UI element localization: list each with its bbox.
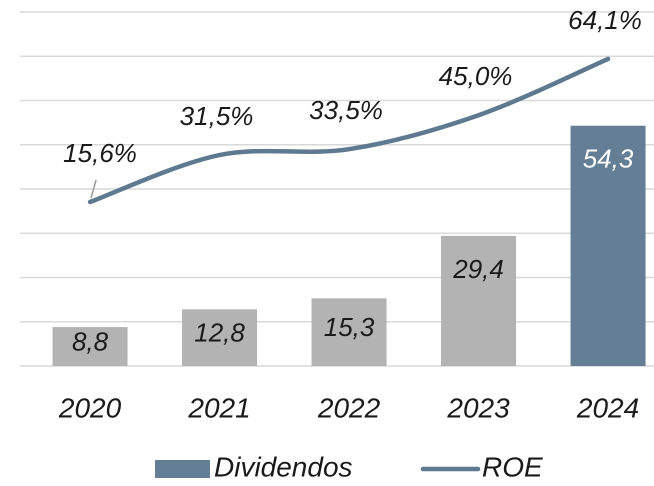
bar-value-label: 12,8 [194, 318, 245, 348]
bar-value-label: 54,3 [583, 144, 634, 174]
x-tick-label: 2023 [446, 392, 510, 423]
x-tick-label: 2021 [187, 392, 250, 423]
legend-label: Dividendos [214, 451, 353, 482]
bar-value-label: 8,8 [72, 326, 109, 356]
x-tick-label: 2022 [317, 392, 381, 423]
legend-swatch [155, 460, 210, 478]
x-tick-label: 2020 [58, 392, 122, 423]
bar [570, 125, 646, 366]
legend-label: ROE [482, 451, 543, 482]
line-value-label: 15,6% [63, 138, 137, 168]
bar [52, 327, 128, 366]
line-value-label: 33,5% [309, 95, 383, 125]
bar [311, 298, 387, 366]
line-value-label: 31,5% [180, 101, 254, 131]
line-value-label: 45,0% [439, 61, 513, 91]
leader-line [90, 179, 97, 199]
bar-value-label: 29,4 [452, 254, 504, 284]
bar [441, 235, 517, 366]
x-tick-label: 2024 [576, 392, 639, 423]
line-value-label: 64,1% [568, 5, 642, 35]
bar-value-label: 15,3 [324, 312, 375, 342]
line [87, 56, 611, 205]
bar [182, 309, 258, 366]
